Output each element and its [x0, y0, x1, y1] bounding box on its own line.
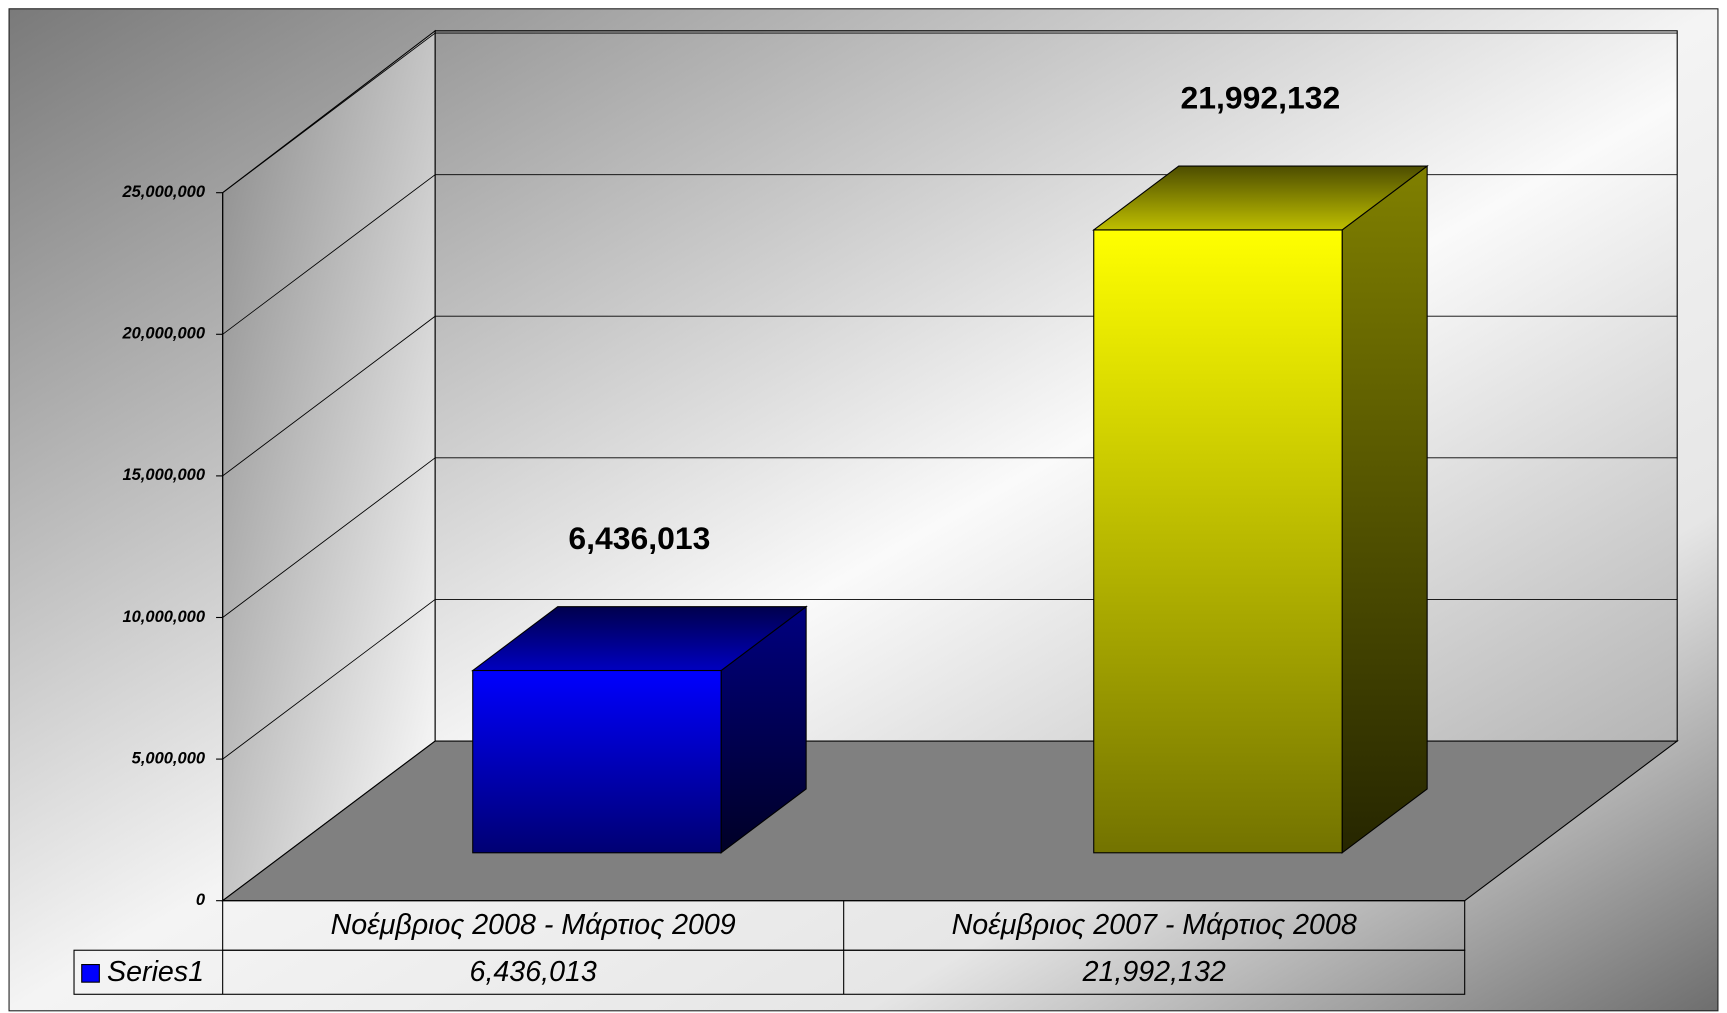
- data-label: 21,992,132: [1181, 79, 1341, 115]
- x-tick-label: Νοέμβριος 2008 - Μάρτιος 2009: [331, 909, 736, 941]
- floor: [221, 740, 1679, 902]
- y-tick-label: 10,000,000: [122, 608, 205, 626]
- table-data-row: [73, 949, 1466, 995]
- bar: [1093, 229, 1343, 854]
- y-tick-label: 5,000,000: [132, 749, 206, 767]
- data-label: 6,436,013: [568, 520, 710, 556]
- bar-side: [1341, 165, 1428, 854]
- y-tick-label: 20,000,000: [121, 325, 205, 343]
- x-tick-label: Νοέμβριος 2007 - Μάρτιος 2008: [952, 909, 1357, 941]
- y-tick-label: 15,000,000: [122, 466, 205, 484]
- bar: [472, 669, 722, 854]
- y-tick-label: 0: [196, 891, 206, 909]
- y-tick-label: 25,000,000: [121, 183, 205, 201]
- legend-swatch: [81, 964, 100, 983]
- grid-line: [222, 32, 1678, 194]
- table-value: 6,436,013: [470, 956, 597, 988]
- legend-label: Series1: [107, 956, 204, 988]
- table-value: 21,992,132: [1082, 956, 1226, 988]
